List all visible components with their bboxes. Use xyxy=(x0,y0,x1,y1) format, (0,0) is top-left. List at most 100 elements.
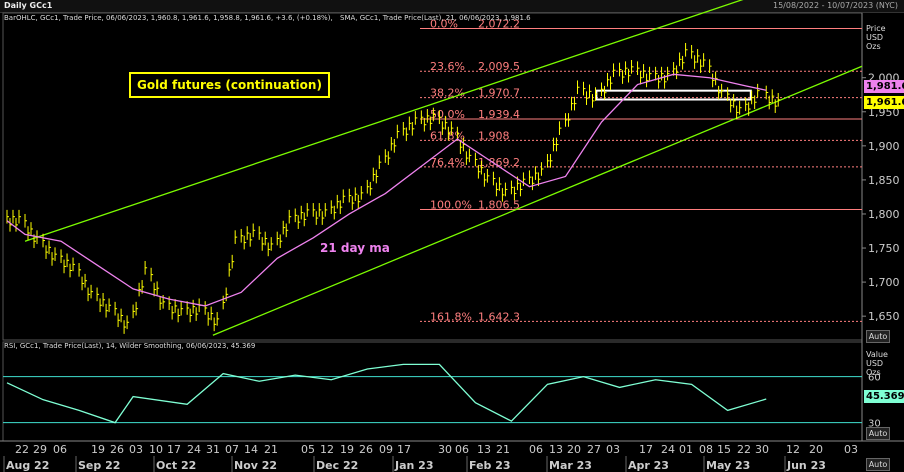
channel-upper-line xyxy=(24,0,744,242)
fib-level-label: 23.6% xyxy=(430,60,465,73)
x-month-label: Jun 23 xyxy=(786,459,826,472)
fib-level-label: 0.0% xyxy=(430,18,458,31)
x-month-label: May 23 xyxy=(706,459,750,472)
x-month-label: Dec 22 xyxy=(316,459,358,472)
x-day-label: 03 xyxy=(606,443,620,456)
fib-value-label: 2,009.5 xyxy=(478,60,520,73)
y-tick-label: 1,700 xyxy=(868,276,900,289)
price-axis-title-line: Price xyxy=(866,24,886,33)
x-day-label: 27 xyxy=(587,443,601,456)
rsi-line xyxy=(6,363,767,424)
x-day-label: 06 xyxy=(53,443,67,456)
sma-value-badge: 1,981.6 xyxy=(864,80,904,93)
x-month-label: Feb 23 xyxy=(469,459,511,472)
channel-lower-line xyxy=(212,65,863,336)
fib-level-label: 76.4% xyxy=(430,156,465,169)
rsi-axis-title: Value USD Ozs xyxy=(866,350,888,377)
x-day-label: 20 xyxy=(809,443,823,456)
fib-value-label: 1,642.3 xyxy=(478,310,520,323)
price-axis-title-line: USD xyxy=(866,33,884,42)
x-day-label: 14 xyxy=(244,443,258,456)
x-day-label: 20 xyxy=(567,443,581,456)
rsi-panel-frame xyxy=(2,341,863,442)
x-day-label: 13 xyxy=(549,443,563,456)
x-day-label: 21 xyxy=(264,443,278,456)
date-range: 15/08/2022 - 10/07/2023 (NYC) xyxy=(773,1,898,10)
x-day-label: 15 xyxy=(717,443,731,456)
x-day-label: 08 xyxy=(699,443,713,456)
y-tick-label: 1,750 xyxy=(868,242,900,255)
x-day-label: 26 xyxy=(110,443,124,456)
rsi-tick-label: 30 xyxy=(868,419,881,430)
x-day-label: 22 xyxy=(737,443,751,456)
x-day-label: 03 xyxy=(844,443,858,456)
rsi-auto-button[interactable]: Auto xyxy=(866,427,890,440)
y-tick-label: 1,650 xyxy=(868,310,900,323)
y-tick-label: 1,800 xyxy=(868,208,900,221)
legend-sma: SMA, GCc1, Trade Price(Last), 21, 06/06/… xyxy=(340,14,531,22)
x-month-label: Sep 22 xyxy=(78,459,120,472)
x-day-label: 09 xyxy=(379,443,393,456)
x-auto-button[interactable]: Auto xyxy=(866,458,890,471)
sma-line xyxy=(6,73,767,307)
resistance-box xyxy=(595,89,752,101)
rsi-axis-title-line: Ozs xyxy=(866,368,881,377)
x-day-label: 06 xyxy=(455,443,469,456)
x-day-label: 07 xyxy=(225,443,239,456)
fib-value-label: 1,939.4 xyxy=(478,108,520,121)
ma-label: 21 day ma xyxy=(320,241,390,255)
fib-level-label: 38.2% xyxy=(430,87,465,100)
x-day-label: 12 xyxy=(786,443,800,456)
price-axis-title: Price USD Ozs xyxy=(866,24,886,51)
x-day-label: 01 xyxy=(679,443,693,456)
x-day-label: 17 xyxy=(397,443,411,456)
x-day-label: 26 xyxy=(359,443,373,456)
y-tick-label: 1,950 xyxy=(868,106,900,119)
x-day-label: 12 xyxy=(320,443,334,456)
x-day-label: 30 xyxy=(438,443,452,456)
x-month-label: Oct 22 xyxy=(156,459,196,472)
legend-rsi: RSI, GCc1, Trade Price(Last), 14, Wilder… xyxy=(4,342,256,350)
x-day-label: 29 xyxy=(33,443,47,456)
x-day-label: 13 xyxy=(477,443,491,456)
rsi-tick-label: 60 xyxy=(868,373,881,384)
x-month-label: Mar 23 xyxy=(549,459,592,472)
rsi-axis-title-line: Value xyxy=(866,350,888,359)
x-day-label: 22 xyxy=(15,443,29,456)
x-day-label: 03 xyxy=(129,443,143,456)
fib-level-label: 50.0% xyxy=(430,108,465,121)
x-day-label: 17 xyxy=(639,443,653,456)
fib-value-label: 2,072.2 xyxy=(478,18,520,31)
window-title: Daily GCc1 xyxy=(4,1,53,10)
rsi-value-badge: 45.369 xyxy=(864,390,904,403)
x-day-label: 24 xyxy=(661,443,675,456)
y-tick-label: 1,850 xyxy=(868,174,900,187)
x-month-label: Aug 22 xyxy=(6,459,49,472)
rsi-axis-title-line: USD xyxy=(866,359,884,368)
x-month-label: Nov 22 xyxy=(234,459,277,472)
x-day-label: 19 xyxy=(91,443,105,456)
fib-value-label: 1,806.5 xyxy=(478,199,520,212)
x-day-label: 30 xyxy=(755,443,769,456)
price-axis-title-line: Ozs xyxy=(866,42,881,51)
x-day-label: 17 xyxy=(167,443,181,456)
x-day-label: 06 xyxy=(529,443,543,456)
price-value-badge: 1,961.6 xyxy=(864,96,904,109)
fib-value-label: 1,908 xyxy=(478,129,510,142)
fib-level-label: 161.8% xyxy=(430,310,472,323)
fib-value-label: 1,970.7 xyxy=(478,87,520,100)
x-month-label: Apr 23 xyxy=(628,459,669,472)
price-auto-button[interactable]: Auto xyxy=(866,330,890,343)
x-day-label: 10 xyxy=(149,443,163,456)
legend-bar-ohlc: BarOHLC, GCc1, Trade Price, 06/06/2023, … xyxy=(4,14,333,22)
x-month-label: Jan 23 xyxy=(394,459,433,472)
x-day-label: 05 xyxy=(301,443,315,456)
x-day-label: 19 xyxy=(340,443,354,456)
x-day-label: 21 xyxy=(496,443,510,456)
y-tick-label: 1,900 xyxy=(868,140,900,153)
x-day-label: 31 xyxy=(206,443,220,456)
x-day-label: 24 xyxy=(187,443,201,456)
chart-annotation: Gold futures (continuation) xyxy=(129,72,330,98)
